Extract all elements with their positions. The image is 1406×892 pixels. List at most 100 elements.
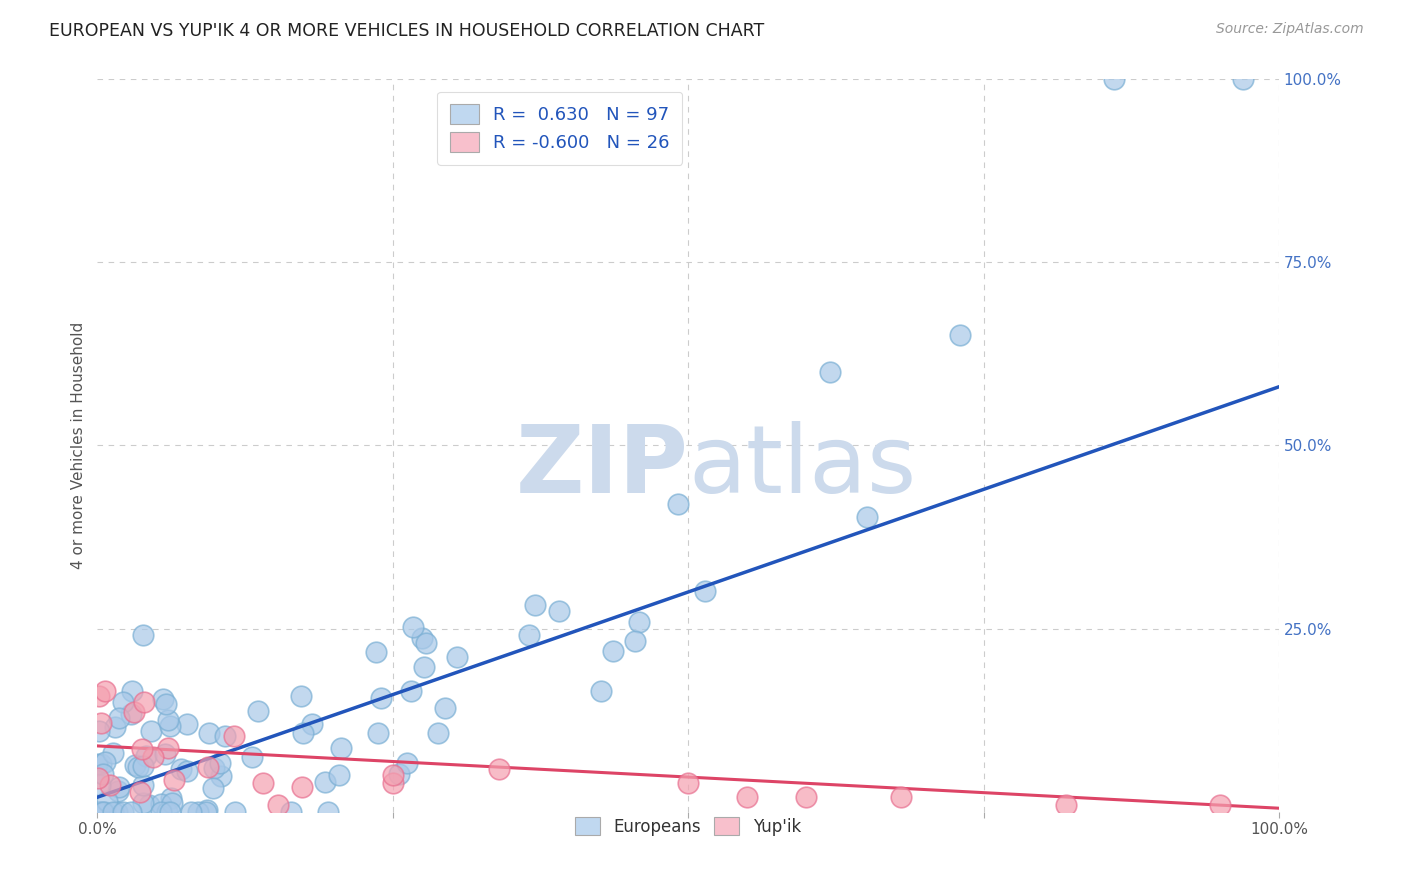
Point xyxy=(366,645,388,659)
Point xyxy=(156,805,179,819)
Point xyxy=(86,757,108,772)
Point xyxy=(107,780,129,794)
Point xyxy=(132,778,155,792)
Point xyxy=(139,723,162,738)
Point xyxy=(214,730,236,744)
Point xyxy=(301,717,323,731)
Point xyxy=(1232,72,1254,87)
Point xyxy=(794,790,817,805)
Point xyxy=(131,628,153,642)
Point xyxy=(290,689,312,703)
Point xyxy=(131,741,153,756)
Point xyxy=(517,628,540,642)
Point xyxy=(949,328,972,343)
Point xyxy=(163,772,186,787)
Point xyxy=(149,805,172,819)
Point xyxy=(111,695,134,709)
Point xyxy=(94,755,117,769)
Point xyxy=(316,805,339,819)
Point xyxy=(121,684,143,698)
Point xyxy=(402,620,425,634)
Point xyxy=(291,726,314,740)
Point xyxy=(267,797,290,812)
Point xyxy=(111,805,134,819)
Point xyxy=(314,775,336,789)
Point xyxy=(1054,797,1077,812)
Point xyxy=(134,695,156,709)
Text: Source: ZipAtlas.com: Source: ZipAtlas.com xyxy=(1216,22,1364,37)
Point xyxy=(381,768,404,782)
Point xyxy=(96,794,118,808)
Point xyxy=(818,365,841,379)
Point xyxy=(159,791,181,805)
Point xyxy=(388,766,411,780)
Point xyxy=(224,805,246,819)
Point xyxy=(280,805,302,819)
Point xyxy=(396,756,419,771)
Point xyxy=(107,784,129,798)
Point xyxy=(433,700,456,714)
Point xyxy=(591,684,613,698)
Point xyxy=(627,615,650,629)
Text: atlas: atlas xyxy=(688,421,917,514)
Point xyxy=(135,749,157,764)
Point xyxy=(666,497,689,511)
Point xyxy=(209,756,232,771)
Point xyxy=(524,599,547,613)
Point xyxy=(132,796,155,810)
Point xyxy=(222,729,245,743)
Point xyxy=(401,684,423,698)
Point xyxy=(194,805,217,819)
Point xyxy=(547,604,569,618)
Y-axis label: 4 or more Vehicles in Household: 4 or more Vehicles in Household xyxy=(72,322,86,569)
Point xyxy=(195,803,218,817)
Point xyxy=(120,706,142,721)
Point xyxy=(159,805,181,819)
Point xyxy=(87,771,110,785)
Point xyxy=(202,780,225,795)
Point xyxy=(155,698,177,712)
Point xyxy=(247,704,270,718)
Point xyxy=(890,790,912,805)
Point xyxy=(122,705,145,719)
Point xyxy=(197,726,219,740)
Point xyxy=(693,584,716,599)
Point xyxy=(415,636,437,650)
Point xyxy=(176,764,198,778)
Point xyxy=(152,692,174,706)
Point xyxy=(413,659,436,673)
Point xyxy=(129,785,152,799)
Point xyxy=(411,632,433,646)
Point xyxy=(91,766,114,780)
Point xyxy=(329,741,352,756)
Point xyxy=(89,805,111,819)
Point xyxy=(856,509,879,524)
Point xyxy=(446,649,468,664)
Point xyxy=(108,711,131,725)
Point xyxy=(142,750,165,764)
Point xyxy=(87,805,110,819)
Point xyxy=(90,715,112,730)
Point xyxy=(153,747,176,761)
Point xyxy=(93,805,115,819)
Point xyxy=(87,689,110,703)
Point xyxy=(156,741,179,756)
Point xyxy=(370,691,392,706)
Point xyxy=(427,726,450,740)
Point xyxy=(381,776,404,790)
Point xyxy=(240,750,263,764)
Text: ZIP: ZIP xyxy=(515,421,688,514)
Point xyxy=(149,797,172,812)
Point xyxy=(488,763,510,777)
Point xyxy=(252,775,274,789)
Point xyxy=(87,723,110,738)
Point xyxy=(93,805,115,819)
Point xyxy=(328,767,350,781)
Point xyxy=(104,720,127,734)
Point xyxy=(735,790,758,805)
Point xyxy=(127,760,149,774)
Point xyxy=(124,757,146,772)
Point xyxy=(105,805,128,819)
Point xyxy=(202,761,225,775)
Point xyxy=(160,796,183,810)
